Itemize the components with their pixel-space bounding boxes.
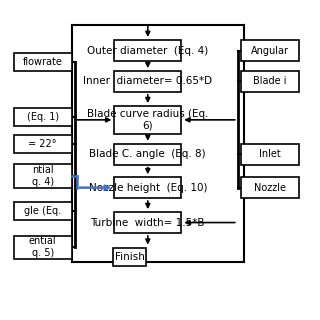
Text: ntial
q. 4): ntial q. 4)	[32, 165, 54, 187]
FancyBboxPatch shape	[14, 135, 72, 153]
FancyBboxPatch shape	[241, 71, 299, 92]
Text: Turbine  width= 1.5*B: Turbine width= 1.5*B	[91, 218, 205, 228]
FancyBboxPatch shape	[14, 53, 72, 71]
Text: (Eq. 1): (Eq. 1)	[27, 112, 59, 122]
Text: Nozzle: Nozzle	[254, 183, 286, 193]
FancyBboxPatch shape	[14, 108, 72, 126]
FancyBboxPatch shape	[113, 248, 146, 266]
Text: Angular: Angular	[251, 46, 289, 56]
Text: Finish: Finish	[115, 252, 144, 261]
Text: Blade i: Blade i	[253, 76, 286, 86]
FancyBboxPatch shape	[114, 212, 181, 233]
FancyBboxPatch shape	[14, 164, 72, 188]
FancyBboxPatch shape	[114, 144, 181, 165]
FancyBboxPatch shape	[114, 40, 181, 61]
Text: Inlet: Inlet	[259, 149, 281, 159]
FancyBboxPatch shape	[114, 71, 181, 92]
Text: ential
q. 5): ential q. 5)	[29, 236, 56, 258]
FancyBboxPatch shape	[114, 177, 181, 198]
Text: Nozzle height  (Eq. 10): Nozzle height (Eq. 10)	[89, 183, 207, 193]
FancyBboxPatch shape	[241, 177, 299, 198]
Text: = 22°: = 22°	[28, 139, 57, 149]
FancyBboxPatch shape	[114, 106, 181, 134]
FancyBboxPatch shape	[241, 144, 299, 165]
Text: Inner  diameter= 0.65*D: Inner diameter= 0.65*D	[83, 76, 212, 86]
Text: gle (Eq.: gle (Eq.	[24, 206, 61, 216]
FancyBboxPatch shape	[14, 202, 72, 220]
Text: Blade curve radius (Eq.
6): Blade curve radius (Eq. 6)	[87, 109, 209, 131]
FancyBboxPatch shape	[14, 236, 72, 259]
FancyBboxPatch shape	[241, 40, 299, 61]
Text: Blade C. angle  (Eq. 8): Blade C. angle (Eq. 8)	[90, 149, 206, 159]
Text: flowrate: flowrate	[23, 57, 63, 67]
Text: Outer diameter  (Eq. 4): Outer diameter (Eq. 4)	[87, 46, 208, 56]
